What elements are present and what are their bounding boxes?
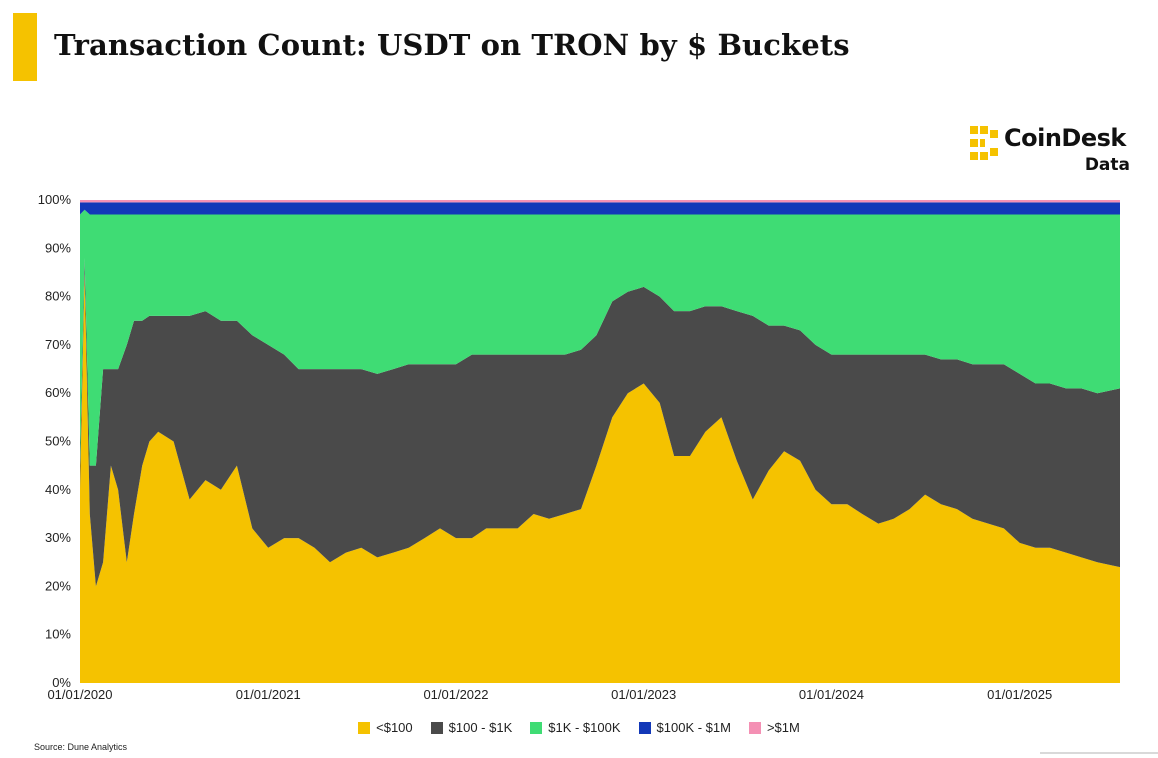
y-tick-label: 50% <box>45 434 71 449</box>
footer-divider <box>1040 752 1158 754</box>
series-area-2 <box>80 209 1120 466</box>
series-area-4 <box>80 200 1120 203</box>
y-tick-label: 30% <box>45 530 71 545</box>
legend-swatch <box>430 721 443 734</box>
legend-label: $100K - $1M <box>656 720 731 735</box>
legend-item: >$1M <box>748 720 800 735</box>
y-tick-label: 40% <box>45 482 71 497</box>
title-accent-bar <box>13 13 37 81</box>
legend-label: <$100 <box>376 720 413 735</box>
x-tick-label: 01/01/2020 <box>47 687 112 702</box>
series-area-0 <box>80 272 1120 683</box>
x-tick-label: 01/01/2023 <box>611 687 676 702</box>
legend-label: $100 - $1K <box>448 720 513 735</box>
y-tick-label: 0% <box>52 675 71 690</box>
y-tick-label: 80% <box>45 289 71 304</box>
legend-item: $100 - $1K <box>430 720 513 735</box>
y-tick-label: 90% <box>45 240 71 255</box>
legend-item: $1K - $100K <box>530 720 621 735</box>
coindesk-data-logo: CoinDesk Data <box>970 124 1130 178</box>
legend-label: $1K - $100K <box>548 720 621 735</box>
series-area-3 <box>80 202 1120 215</box>
chart-title: Transaction Count: USDT on TRON by $ Buc… <box>54 28 850 62</box>
logo-subtitle: Data <box>1084 155 1130 175</box>
legend-swatch <box>638 721 651 734</box>
x-tick-label: 01/01/2024 <box>799 687 864 702</box>
legend-item: <$100 <box>358 720 413 735</box>
legend-swatch <box>530 721 543 734</box>
x-tick-label: 01/01/2022 <box>423 687 488 702</box>
x-tick-label: 01/01/2025 <box>987 687 1052 702</box>
source-note: Source: Dune Analytics <box>34 742 128 752</box>
y-tick-label: 10% <box>45 627 71 642</box>
y-tick-label: 100% <box>38 192 72 207</box>
legend-label: >$1M <box>766 720 800 735</box>
legend-swatch <box>748 721 761 734</box>
coindesk-logo-icon <box>970 126 998 160</box>
y-tick-label: 60% <box>45 385 71 400</box>
y-tick-label: 20% <box>45 578 71 593</box>
legend-item: $100K - $1M <box>638 720 731 735</box>
series-area-1 <box>80 258 1120 587</box>
legend-swatch <box>358 721 371 734</box>
chart-legend: <$100 $100 - $1K $1K - $100K $100K - $1M >$1… <box>0 720 1158 735</box>
logo-wordmark: CoinDesk <box>1004 124 1126 152</box>
y-tick-label: 70% <box>45 337 71 352</box>
x-tick-label: 01/01/2021 <box>236 687 301 702</box>
